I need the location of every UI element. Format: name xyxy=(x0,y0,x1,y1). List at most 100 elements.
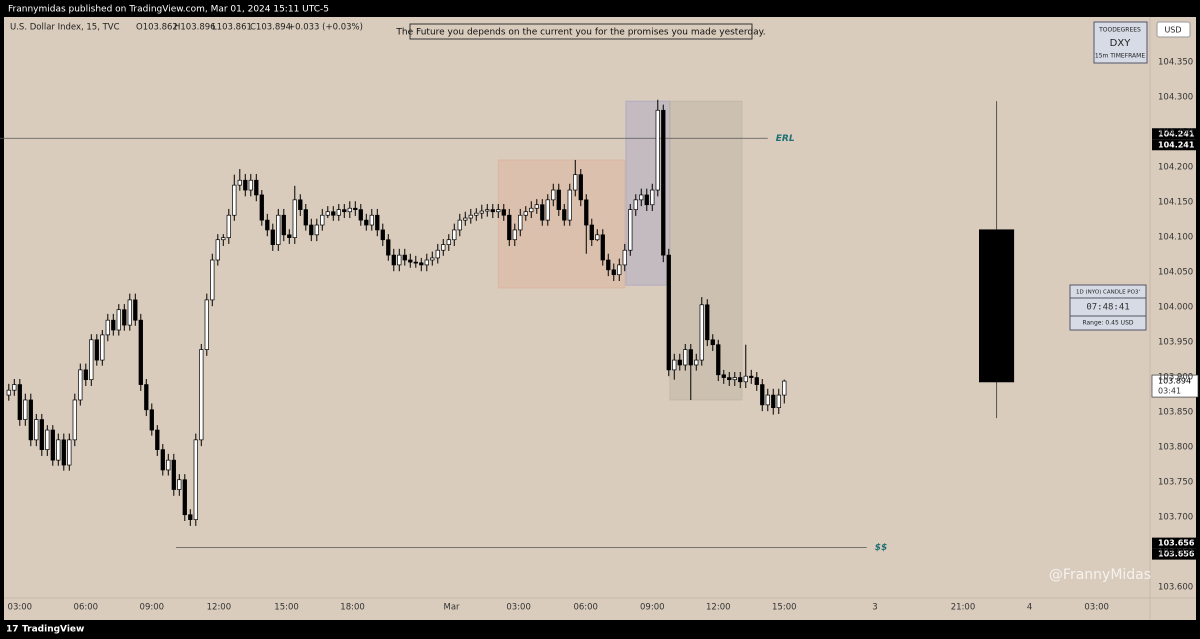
candle-body xyxy=(61,439,66,466)
x-tick-label: 4 xyxy=(1027,603,1032,613)
candle-body xyxy=(347,207,352,213)
candle-body xyxy=(23,399,28,420)
candle-body xyxy=(309,224,314,236)
candle-body xyxy=(127,299,132,326)
candle-body xyxy=(666,254,671,371)
price-tag xyxy=(1152,537,1198,549)
y-tick-label: 104.000 xyxy=(1158,302,1193,312)
candle-body xyxy=(28,399,33,441)
y-tick-label: 104.100 xyxy=(1158,232,1193,242)
candle-body xyxy=(177,479,182,490)
candle-body xyxy=(523,211,528,216)
candle-body xyxy=(776,394,781,409)
x-tick-label: 03:00 xyxy=(8,603,33,613)
y-tick-label: 104.250 xyxy=(1158,127,1193,137)
level-label: $$ xyxy=(875,543,888,553)
candle-body xyxy=(259,194,264,221)
candle-body xyxy=(375,214,380,231)
panel-title: 1D (NYO) CANDLE PO3' xyxy=(1076,290,1140,296)
x-tick-label: 03:00 xyxy=(506,603,531,613)
candle-body xyxy=(567,189,572,221)
currency-button[interactable] xyxy=(1156,21,1191,38)
x-tick-label: 3 xyxy=(872,603,877,613)
candle-body xyxy=(578,174,583,201)
last-price-tag xyxy=(1151,374,1199,398)
price-tag xyxy=(1152,139,1198,151)
candle-body xyxy=(413,261,418,264)
info-box xyxy=(1093,21,1148,64)
watermark: @FrannyMidas xyxy=(1049,567,1151,583)
htf-body xyxy=(979,229,1015,383)
candle-body xyxy=(639,194,644,201)
candle-body xyxy=(6,389,11,396)
x-tick-label: 03:00 xyxy=(1084,603,1109,613)
candle-body xyxy=(595,234,600,241)
level-label: ERL xyxy=(776,134,795,144)
candle-body xyxy=(149,409,154,431)
candle-body xyxy=(276,214,281,245)
y-tick-label: 103.700 xyxy=(1158,512,1193,522)
candle-body xyxy=(50,429,55,461)
candle-body xyxy=(166,459,171,471)
y-tick-label: 103.800 xyxy=(1158,442,1193,452)
candle-body xyxy=(56,439,61,461)
candle-body xyxy=(380,229,385,241)
candle-body xyxy=(507,214,512,241)
candle-body xyxy=(710,339,715,346)
x-tick-label: 15:00 xyxy=(772,603,797,613)
info-author: TOODEGREES xyxy=(1098,27,1141,34)
candle-body xyxy=(199,349,204,441)
x-tick-label: 12:00 xyxy=(706,603,731,613)
candle-body xyxy=(221,237,226,241)
candle-body xyxy=(336,209,341,216)
candle-body xyxy=(771,394,776,409)
candle-body xyxy=(314,224,319,236)
candle-body xyxy=(677,359,682,366)
candle-body xyxy=(292,199,297,238)
info-timeframe: 15m TIMEFRAME xyxy=(1095,53,1145,60)
candle-body xyxy=(281,214,286,236)
candle-body xyxy=(342,209,347,213)
candle-body xyxy=(694,359,699,366)
candle-body xyxy=(699,304,704,361)
candle-body xyxy=(248,179,253,191)
publisher: Frannymidas published on TradingView.com… xyxy=(8,5,329,15)
ohlc-close: C103.894 xyxy=(250,23,291,33)
y-tick-label: 103.600 xyxy=(1158,582,1193,592)
candle-body xyxy=(408,259,413,263)
candle-body xyxy=(34,419,39,441)
candle-body xyxy=(496,209,501,213)
currency[interactable]: USD xyxy=(1164,26,1181,35)
candle-body xyxy=(545,199,550,221)
candle-body xyxy=(364,219,369,226)
candle-body xyxy=(611,269,616,276)
candle-body xyxy=(419,262,424,266)
candle-body xyxy=(529,207,534,213)
candle-body xyxy=(644,194,649,206)
candle-body xyxy=(479,210,484,214)
ohlc-high: H103.896 xyxy=(174,23,216,33)
candle-body xyxy=(446,239,451,245)
candle-body xyxy=(457,219,462,231)
candle-body xyxy=(204,299,209,350)
candle-body xyxy=(100,334,105,361)
candle-body xyxy=(89,339,94,381)
candle-body xyxy=(210,259,215,301)
candle-body xyxy=(188,514,193,520)
candle-body xyxy=(551,189,556,201)
candle-body xyxy=(386,239,391,256)
candle-body xyxy=(606,259,611,271)
footer-logo: 17 xyxy=(6,625,19,635)
ohlc-low: L103.861 xyxy=(212,23,252,33)
panel-range: Range: 0.45 USD xyxy=(1082,320,1133,327)
candle-body xyxy=(672,359,677,371)
candle-body xyxy=(83,369,88,381)
x-tick-label: 09:00 xyxy=(140,603,165,613)
candle-body xyxy=(138,319,143,385)
symbol-name: U.S. Dollar Index, 15, TVC xyxy=(10,23,120,33)
candle-body xyxy=(556,189,561,210)
candle-body xyxy=(617,264,622,276)
candle-body xyxy=(435,249,440,259)
zone xyxy=(669,100,743,401)
candle-body xyxy=(226,214,231,238)
